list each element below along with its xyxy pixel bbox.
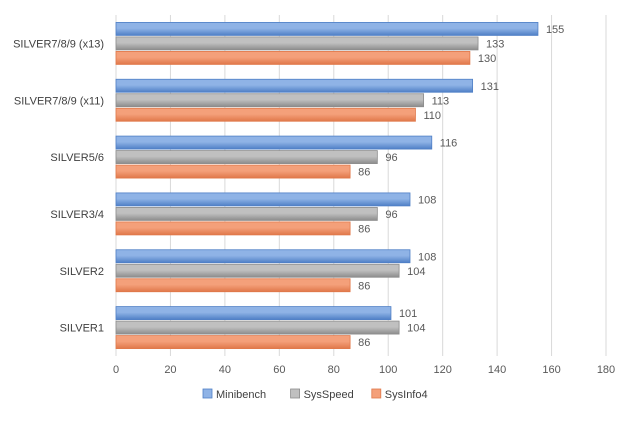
bar-sysspeed-0 [115,36,479,51]
data-label: 113 [432,95,450,107]
legend-swatch-sysinfo4 [371,388,382,399]
bar-minibench-2 [115,135,433,150]
category-label: SILVER2 [60,266,104,278]
bar-minibench-1 [115,78,474,93]
data-label: 86 [358,223,370,235]
value-labels: 155 133 130 131 113 110 116 96 86 108 96 86 108 104 86… [358,24,564,349]
data-label: 101 [399,308,417,320]
bar-minibench-0 [115,22,539,36]
data-label: 104 [407,266,425,278]
data-label: 108 [418,251,436,263]
bar-sysinfo4-4 [115,278,351,293]
x-tick-label: 40 [219,364,231,376]
legend-label: Minibench [216,389,266,401]
data-label: 86 [358,337,370,349]
bar-sysspeed-5 [115,320,400,335]
category-label: SILVER7/8/9 (x13) [13,38,104,50]
legend-swatch-minibench [202,388,213,399]
category-label: SILVER5/6 [50,152,104,164]
x-tick-label: 140 [488,364,506,376]
x-tick-label: 120 [433,364,451,376]
bar-minibench-4 [115,249,411,264]
data-label: 155 [546,24,564,36]
data-label: 86 [358,280,370,292]
bar-sysinfo4-5 [115,335,351,349]
bar-sysspeed-3 [115,207,378,221]
bar-sysinfo4-3 [115,221,351,236]
data-label: 96 [385,209,397,221]
bar-sysspeed-4 [115,263,400,278]
legend: Minibench SysSpeed SysInfo4 [202,388,428,401]
x-tick-label: 0 [113,364,119,376]
data-label: 108 [418,194,436,206]
x-tick-label: 60 [273,364,285,376]
bar-sysspeed-2 [115,150,378,164]
bar-sysspeed-1 [115,93,425,108]
data-label: 116 [440,138,458,150]
data-label: 104 [407,323,425,335]
data-label: 133 [486,38,504,50]
x-tick-label: 80 [328,364,340,376]
bar-minibench-3 [115,192,411,207]
x-tick-label: 100 [379,364,397,376]
bar-sysinfo4-2 [115,164,351,179]
bar-minibench-5 [115,306,392,320]
gridlines [115,15,607,356]
category-label: SILVER7/8/9 (x11) [14,95,104,107]
legend-label: SysSpeed [304,389,354,401]
category-labels: SILVER7/8/9 (x13) SILVER7/8/9 (x11) SILVER… [13,38,104,334]
category-label: SILVER1 [60,323,104,335]
bar-sysinfo4-0 [115,51,471,65]
x-tick-label: 180 [597,364,615,376]
bar-sysinfo4-1 [115,107,416,122]
data-label: 130 [478,53,496,65]
legend-label: SysInfo4 [385,389,428,401]
data-label: 110 [423,110,441,122]
data-label: 86 [358,167,370,179]
bars [115,22,539,349]
data-label: 131 [481,81,499,93]
data-label: 96 [385,152,397,164]
x-tick-label: 20 [164,364,176,376]
x-axis-ticks: 0 20 40 60 80 100 120 140 160 180 [113,364,615,376]
x-tick-label: 160 [542,364,560,376]
legend-swatch-sysspeed [290,388,301,399]
category-label: SILVER3/4 [50,209,104,221]
